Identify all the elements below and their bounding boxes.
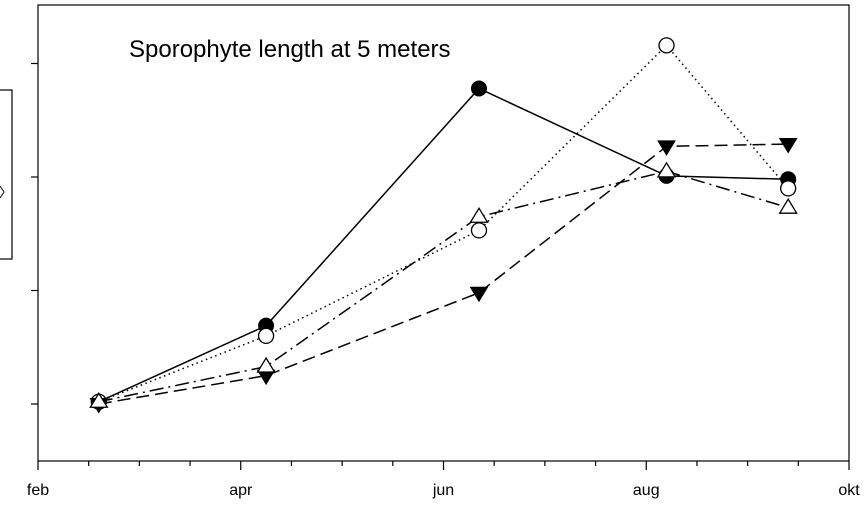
plot-area xyxy=(37,4,850,462)
series-line-filled-circle xyxy=(98,87,789,403)
data-point-filled-triangle-down-2 xyxy=(469,286,489,303)
data-point-open-triangle-up-0 xyxy=(89,391,109,408)
data-point-filled-triangle-down-4 xyxy=(778,138,798,154)
legend-fragment xyxy=(0,185,5,199)
data-point-filled-circle-2 xyxy=(470,80,487,97)
legend-box xyxy=(0,89,13,260)
x-axis-labels: feb apr jun aug okt xyxy=(27,482,860,499)
data-point-open-circle-1 xyxy=(257,327,275,345)
series-markers xyxy=(89,37,798,414)
series-line-open-circle xyxy=(98,44,789,403)
y-axis-ticks xyxy=(31,62,38,405)
data-point-open-circle-4 xyxy=(780,180,797,197)
data-point-open-triangle-up-3 xyxy=(656,161,677,178)
data-point-open-triangle-up-4 xyxy=(778,197,798,214)
data-point-filled-triangle-down-3 xyxy=(657,140,676,156)
x-tick-label-apr: apr xyxy=(229,482,253,499)
series-line-open-triangle-up xyxy=(98,170,789,403)
data-point-open-circle-2 xyxy=(470,222,488,239)
series-line-filled-triangle-down xyxy=(98,143,789,405)
x-tick-label-aug: aug xyxy=(633,482,660,499)
series-lines xyxy=(98,44,789,405)
data-point-open-triangle-up-1 xyxy=(256,356,276,373)
x-axis-ticks xyxy=(37,461,850,470)
data-point-open-circle-3 xyxy=(658,37,675,54)
x-tick-label-feb: feb xyxy=(27,482,49,499)
chart-title: Sporophyte length at 5 meters xyxy=(129,36,451,63)
x-tick-label-jun: jun xyxy=(432,482,454,499)
data-point-open-triangle-up-2 xyxy=(469,206,489,223)
x-tick-label-okt: okt xyxy=(838,482,860,499)
